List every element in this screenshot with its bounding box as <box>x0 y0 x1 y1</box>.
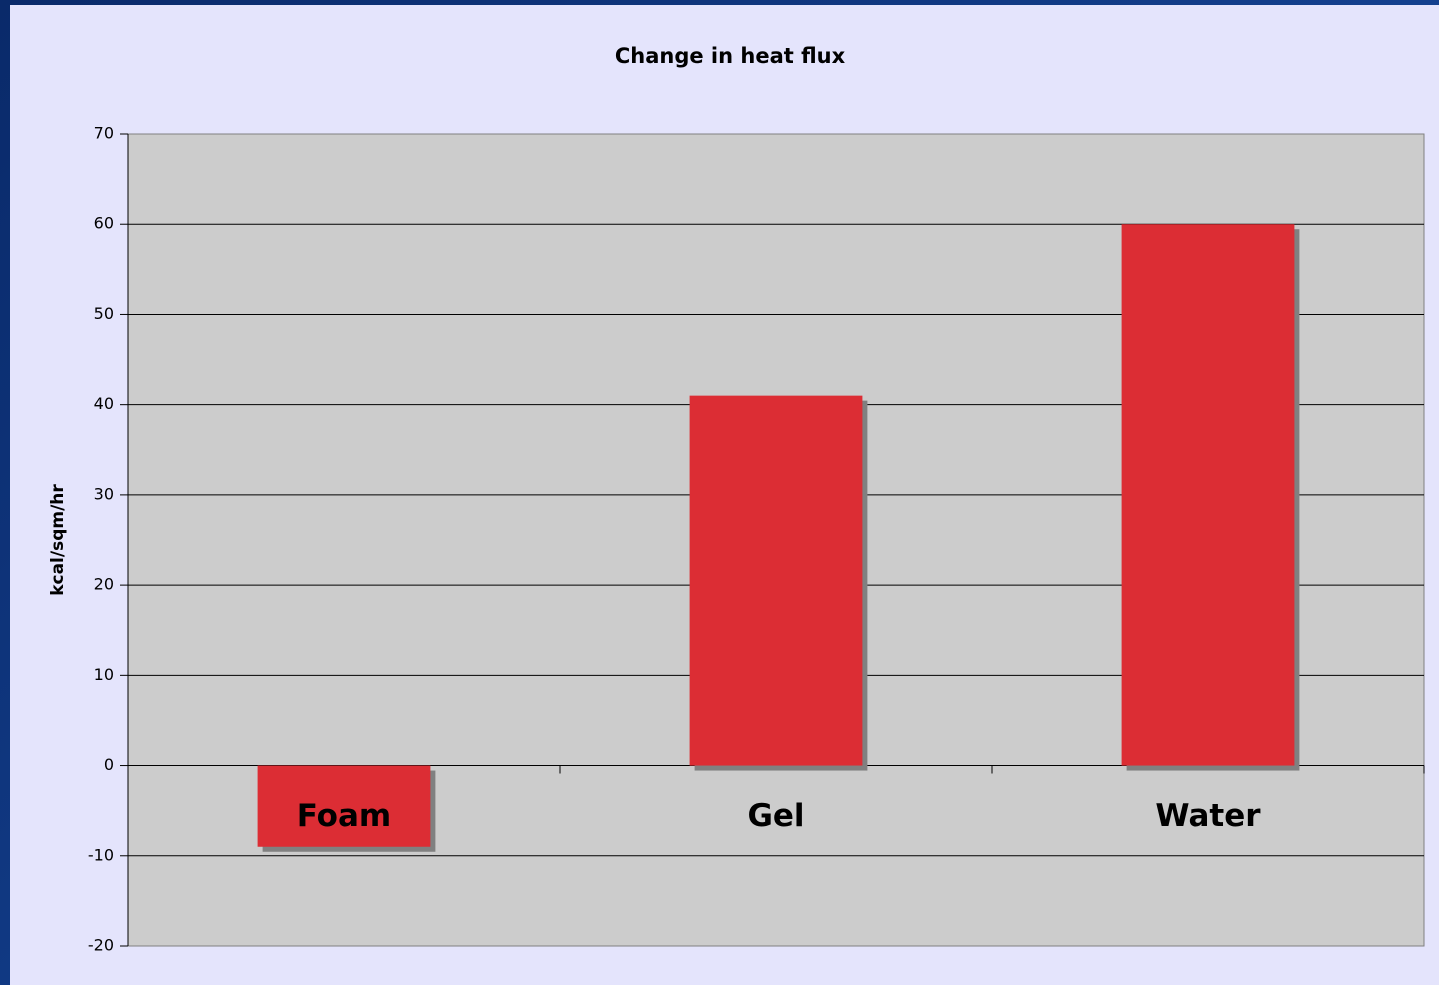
x-tick-label: Water <box>1155 798 1261 834</box>
y-tick-label: 30 <box>94 484 114 503</box>
bar <box>689 395 863 766</box>
y-tick-label: 60 <box>94 214 114 233</box>
y-tick-label: 10 <box>94 665 114 684</box>
y-tick-label: 20 <box>94 575 114 594</box>
bar <box>257 765 431 847</box>
y-axis-label: kcal/sqm/hr <box>48 484 68 596</box>
y-tick-label: -20 <box>88 936 114 955</box>
bar <box>1121 224 1295 766</box>
y-tick-label: 0 <box>104 755 114 774</box>
chart-title: Change in heat flux <box>615 44 846 68</box>
y-tick-label: 40 <box>94 394 114 413</box>
y-tick-label: 70 <box>94 124 114 143</box>
x-tick-label: Foam <box>297 798 391 834</box>
x-tick-label: Gel <box>747 798 804 834</box>
y-tick-label: 50 <box>94 304 114 323</box>
y-tick-label: -10 <box>88 845 114 864</box>
